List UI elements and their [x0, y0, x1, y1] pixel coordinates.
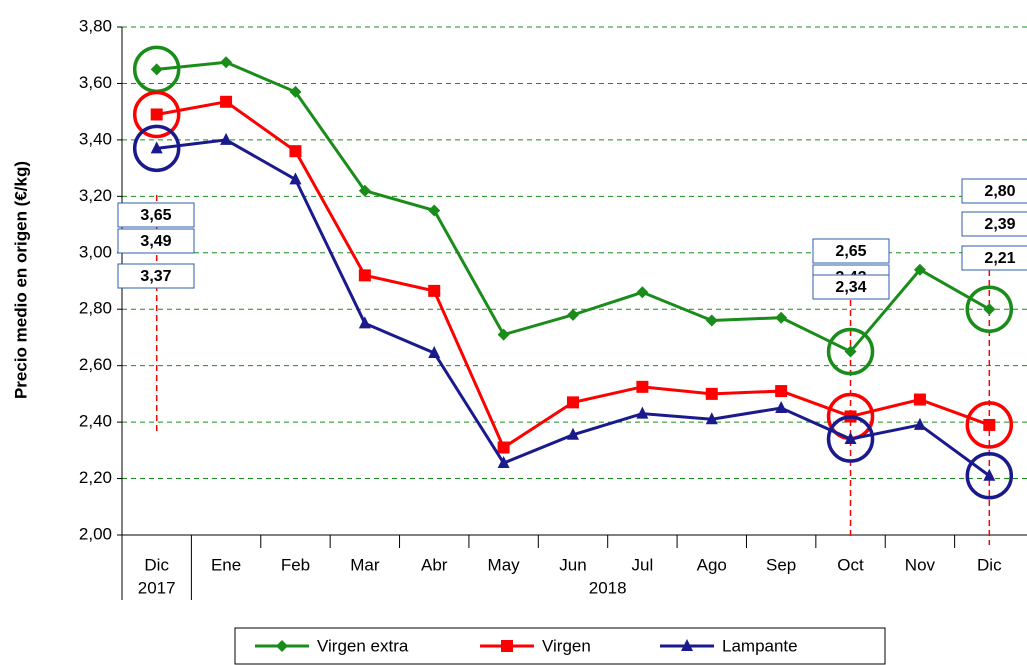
x-tick-label: Jun — [559, 555, 586, 574]
x-tick-label: Mar — [350, 555, 380, 574]
series-line — [156, 60, 991, 354]
point — [983, 303, 996, 316]
point — [497, 328, 510, 341]
series-line — [156, 138, 991, 477]
annotation-box — [961, 178, 1027, 204]
annotation-box — [117, 202, 195, 228]
x-tick-label: Feb — [281, 555, 310, 574]
annotation: 2,65 — [835, 243, 866, 260]
point — [276, 640, 288, 652]
point — [681, 639, 693, 651]
point — [775, 385, 788, 398]
point — [567, 396, 579, 409]
highlight-circle — [965, 401, 1014, 449]
x-tick-label: Jul — [632, 555, 654, 574]
point — [150, 108, 163, 121]
point — [501, 640, 513, 652]
point — [844, 432, 857, 445]
point — [705, 314, 718, 327]
annotation: 2,39 — [984, 216, 1015, 233]
legend-box — [234, 627, 886, 665]
legend-label: Virgen extra — [317, 636, 409, 655]
point — [913, 263, 926, 276]
point — [775, 401, 788, 413]
point — [497, 456, 510, 469]
point — [844, 345, 857, 358]
point — [705, 387, 718, 400]
point — [705, 412, 718, 425]
point — [358, 184, 371, 197]
point — [358, 316, 371, 329]
annotation: 2,21 — [984, 250, 1015, 267]
point — [636, 286, 649, 299]
group-label: 2017 — [138, 578, 176, 597]
highlight-circle — [132, 90, 181, 139]
point — [913, 417, 926, 430]
y-tick-label: 2,60 — [79, 355, 112, 374]
annotation-box — [961, 211, 1027, 237]
point — [289, 172, 302, 185]
annotation: 3,49 — [140, 233, 171, 250]
x-tick-label: Ago — [697, 555, 727, 574]
point — [913, 393, 926, 406]
point — [289, 85, 302, 98]
point — [220, 132, 233, 145]
point — [636, 406, 649, 419]
y-axis-title: Precio medio en origen (€/kg) — [11, 161, 30, 399]
point — [567, 427, 579, 440]
legend-label: Lampante — [722, 636, 798, 655]
highlight-circle — [965, 285, 1014, 333]
y-tick-label: 3,80 — [79, 16, 112, 35]
point — [567, 308, 579, 321]
highlight-circle — [826, 327, 875, 376]
highlight-circle — [132, 124, 181, 173]
y-tick-label: 3,40 — [79, 129, 112, 148]
point — [428, 345, 441, 358]
point — [358, 269, 371, 282]
y-tick-label: 2,00 — [79, 524, 112, 543]
point — [636, 380, 649, 393]
y-tick-label: 3,20 — [79, 186, 112, 205]
point — [150, 141, 163, 154]
annotation: 3,65 — [140, 207, 171, 224]
x-tick-label: May — [488, 555, 521, 574]
highlight-circle — [826, 415, 875, 463]
point — [497, 441, 510, 454]
x-tick-label: Oct — [837, 555, 864, 574]
y-tick-label: 2,20 — [79, 468, 112, 487]
annotation: 3,37 — [140, 268, 171, 285]
annotation-box — [961, 245, 1027, 271]
x-tick-label: Dic — [977, 555, 1002, 574]
y-tick-label: 3,00 — [79, 242, 112, 261]
point — [150, 63, 163, 76]
annotation-box — [117, 228, 195, 254]
group-label: 2018 — [589, 578, 627, 597]
point — [775, 311, 788, 324]
annotation-box — [812, 238, 890, 264]
x-tick-label: Dic — [144, 555, 169, 574]
annotation-box — [812, 274, 890, 300]
point — [983, 468, 996, 481]
point — [220, 56, 233, 69]
y-tick-label: 2,40 — [79, 412, 112, 431]
point — [428, 204, 441, 217]
x-tick-label: Nov — [905, 555, 936, 574]
point — [983, 418, 996, 431]
annotation-box — [117, 263, 195, 289]
x-tick-label: Sep — [766, 555, 796, 574]
point — [428, 284, 441, 297]
highlight-circle — [965, 451, 1014, 500]
x-tick-label: Abr — [421, 555, 448, 574]
x-tick-label: Ene — [211, 555, 241, 574]
legend-label: Virgen — [542, 636, 591, 655]
annotation: 2,80 — [984, 183, 1015, 200]
point — [289, 145, 302, 158]
y-tick-label: 2,80 — [79, 299, 112, 318]
annotation: 2,34 — [835, 279, 866, 296]
y-tick-label: 3,60 — [79, 73, 112, 92]
point — [220, 95, 233, 108]
